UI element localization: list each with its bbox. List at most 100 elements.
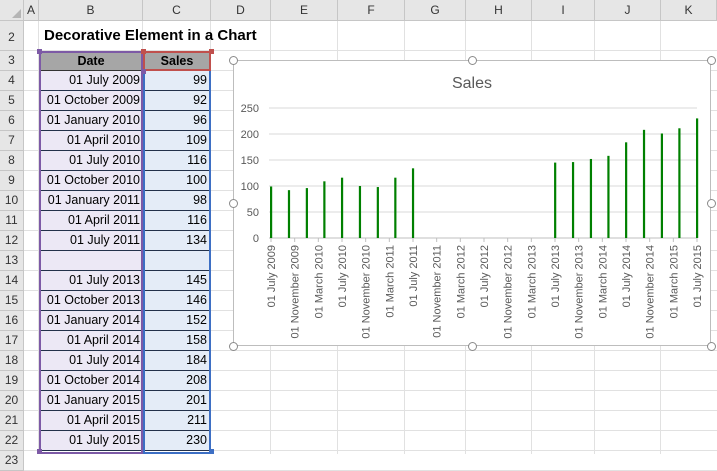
chart-resize-handle[interactable]	[229, 56, 238, 65]
date-cell[interactable]: 01 October 2009	[39, 91, 143, 111]
row-header-19[interactable]: 19	[0, 371, 24, 391]
row-header-14[interactable]: 14	[0, 271, 24, 291]
sales-bar	[394, 177, 397, 238]
chart-resize-handle[interactable]	[707, 199, 716, 208]
row-header-7[interactable]: 7	[0, 131, 24, 151]
row-header-17[interactable]: 17	[0, 331, 24, 351]
column-header-f[interactable]: F	[338, 0, 405, 21]
row-header-6[interactable]: 6	[0, 111, 24, 131]
date-cell[interactable]: 01 January 2015	[39, 391, 143, 411]
row-header-9[interactable]: 9	[0, 171, 24, 191]
date-cell[interactable]: 01 October 2014	[39, 371, 143, 391]
column-header-e[interactable]: E	[271, 0, 338, 21]
row-header-15[interactable]: 15	[0, 291, 24, 311]
date-cell[interactable]: 01 January 2014	[39, 311, 143, 331]
range-handle[interactable]	[209, 449, 214, 454]
sales-cell[interactable]: 116	[143, 211, 211, 231]
column-header-i[interactable]: I	[532, 0, 595, 21]
x-tick-label: 01 March 2015	[668, 245, 680, 318]
range-handle[interactable]	[141, 49, 146, 54]
sales-cell[interactable]: 230	[143, 431, 211, 451]
sales-bar	[625, 142, 628, 238]
x-tick-label: 01 March 2013	[526, 245, 538, 318]
date-cell[interactable]	[39, 251, 143, 271]
column-header-a[interactable]: A	[24, 0, 39, 21]
range-handle[interactable]	[37, 49, 42, 54]
date-cell[interactable]: 01 July 2009	[39, 71, 143, 91]
row-header-11[interactable]: 11	[0, 211, 24, 231]
row-header-22[interactable]: 22	[0, 431, 24, 451]
row-gridline	[24, 350, 717, 351]
date-cell[interactable]: 01 July 2010	[39, 151, 143, 171]
row-header-13[interactable]: 13	[0, 251, 24, 271]
row-header-23[interactable]: 23	[0, 451, 24, 471]
date-cell[interactable]: 01 July 2013	[39, 271, 143, 291]
date-cell[interactable]: 01 October 2010	[39, 171, 143, 191]
sales-cell[interactable]: 98	[143, 191, 211, 211]
chart-resize-handle[interactable]	[707, 56, 716, 65]
sales-cell[interactable]: 99	[143, 71, 211, 91]
chart-resize-handle[interactable]	[468, 56, 477, 65]
sales-chart[interactable]: Sales 0 50 100 150 200 250 01 July 2009 01 Novem…	[233, 60, 711, 346]
row-header-2[interactable]: 2	[0, 21, 24, 51]
row-gridline	[24, 430, 717, 431]
sales-cell[interactable]: 134	[143, 231, 211, 251]
column-header-d[interactable]: D	[211, 0, 271, 21]
row-header-12[interactable]: 12	[0, 231, 24, 251]
sales-cell[interactable]: 211	[143, 411, 211, 431]
sales-cell[interactable]: 184	[143, 351, 211, 371]
date-cell[interactable]: 01 April 2014	[39, 331, 143, 351]
x-tick-label: 01 March 2012	[455, 245, 467, 318]
range-handle[interactable]	[209, 49, 214, 54]
chart-resize-handle[interactable]	[468, 342, 477, 351]
date-cell[interactable]: 01 April 2011	[39, 211, 143, 231]
chart-resize-handle[interactable]	[707, 342, 716, 351]
sales-cell[interactable]: 208	[143, 371, 211, 391]
range-handle[interactable]	[37, 449, 42, 454]
date-cell[interactable]: 01 April 2015	[39, 411, 143, 431]
sales-bar	[678, 128, 681, 238]
sales-cell[interactable]: 146	[143, 291, 211, 311]
sales-bar	[305, 188, 308, 238]
column-header-c[interactable]: C	[143, 0, 211, 21]
row-header-18[interactable]: 18	[0, 351, 24, 371]
sales-cell[interactable]: 201	[143, 391, 211, 411]
date-cell[interactable]: 01 July 2015	[39, 431, 143, 451]
column-header-g[interactable]: G	[405, 0, 466, 21]
sales-cell[interactable]: 152	[143, 311, 211, 331]
x-tick-label: 01 November 2013	[574, 245, 586, 339]
row-header-21[interactable]: 21	[0, 411, 24, 431]
column-header-b[interactable]: B	[39, 0, 143, 21]
date-cell[interactable]: 01 January 2010	[39, 111, 143, 131]
row-gridline	[24, 410, 717, 411]
date-cell[interactable]: 01 April 2010	[39, 131, 143, 151]
sales-cell[interactable]: 158	[143, 331, 211, 351]
sales-cell[interactable]: 109	[143, 131, 211, 151]
column-header-j[interactable]: J	[595, 0, 661, 21]
date-cell[interactable]: 01 October 2013	[39, 291, 143, 311]
select-all-corner[interactable]	[0, 0, 24, 21]
column-header-h[interactable]: H	[466, 0, 532, 21]
row-header-4[interactable]: 4	[0, 71, 24, 91]
date-cell[interactable]: 01 January 2011	[39, 191, 143, 211]
date-cell[interactable]: 01 July 2011	[39, 231, 143, 251]
chart-resize-handle[interactable]	[229, 342, 238, 351]
chart-resize-handle[interactable]	[229, 199, 238, 208]
row-header-20[interactable]: 20	[0, 391, 24, 411]
y-tick-label: 250	[241, 103, 259, 115]
y-tick-label: 100	[241, 181, 259, 193]
row-header-8[interactable]: 8	[0, 151, 24, 171]
range-handle[interactable]	[141, 69, 146, 74]
sales-cell[interactable]: 116	[143, 151, 211, 171]
sales-bar	[376, 187, 379, 238]
sales-bar	[323, 181, 326, 238]
row-header-3[interactable]: 3	[0, 51, 24, 71]
sheet-title[interactable]: Decorative Element in a Chart	[44, 27, 257, 44]
column-header-k[interactable]: K	[661, 0, 717, 21]
row-header-16[interactable]: 16	[0, 311, 24, 331]
row-header-10[interactable]: 10	[0, 191, 24, 211]
row-header-5[interactable]: 5	[0, 91, 24, 111]
sales-bar	[411, 168, 415, 238]
date-cell[interactable]: 01 July 2014	[39, 351, 143, 371]
row-gridline	[24, 370, 717, 371]
